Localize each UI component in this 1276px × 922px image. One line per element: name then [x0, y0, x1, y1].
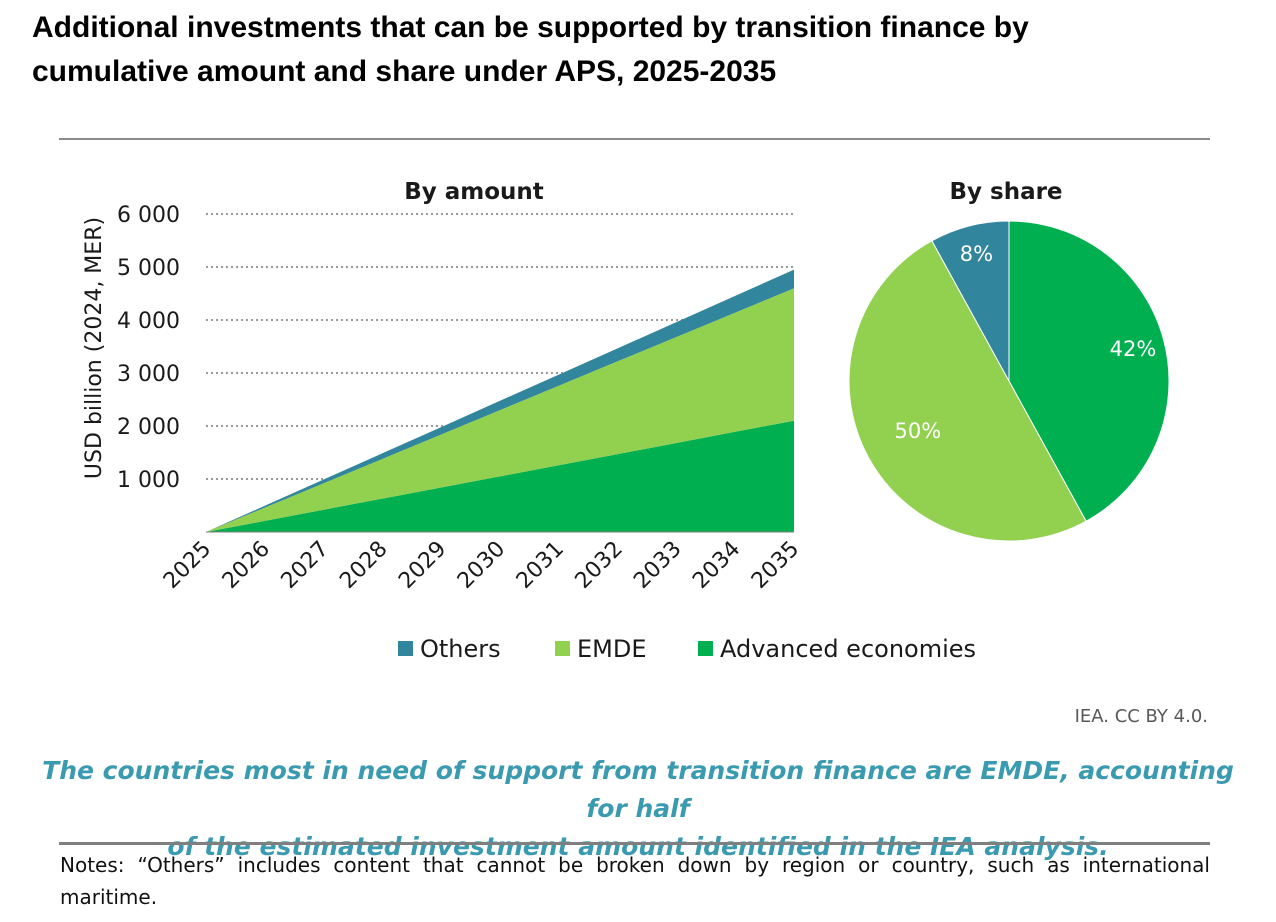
pie-slice-advanced-economies	[1008, 220, 1170, 522]
legend-label-emde: EMDE	[577, 635, 647, 663]
x-tick-label: 2026	[218, 537, 275, 594]
pie-chart-panel: By share 42% 50% 8%	[848, 179, 1170, 542]
chart-title-line-1: Additional investments that can be suppo…	[32, 11, 1029, 44]
x-tick-label: 2027	[277, 537, 334, 594]
y-axis-label: USD billion (2024, MER)	[82, 217, 107, 479]
x-axis-ticks: 2025 2026 2027 2028 2029 2030 2031 2032 2033 2034…	[159, 531, 804, 594]
pie-slice-others	[931, 220, 1010, 382]
notes: Notes: “Others” includes content that ca…	[60, 853, 1210, 909]
pie-label-others: 8%	[960, 242, 993, 266]
area-series	[206, 269, 794, 532]
area-others	[206, 269, 794, 532]
y-tick-label: 3 000	[117, 362, 180, 387]
bottom-divider	[59, 842, 1210, 845]
pie-slices	[848, 220, 1170, 542]
x-tick-label: 2034	[688, 537, 745, 594]
area-chart-panel: By amount 1 000 2 000 3 000 4 000 5 000 6 000…	[82, 179, 804, 594]
legend-swatch-advanced-economies	[698, 641, 713, 656]
pie-chart-title: By share	[949, 179, 1062, 205]
x-tick-label: 2025	[159, 537, 216, 594]
chart-title: Additional investments that can be suppo…	[32, 6, 1232, 94]
pie-labels: 42% 50% 8%	[895, 242, 1157, 443]
legend: Others EMDE Advanced economies	[398, 635, 976, 663]
y-axis-ticks: 1 000 2 000 3 000 4 000 5 000 6 000	[117, 203, 180, 493]
x-tick-label: 2031	[512, 537, 569, 594]
legend-label-others: Others	[420, 635, 501, 663]
caption-line-1: The countries most in need of support fr…	[42, 756, 1234, 823]
area-chart-title: By amount	[404, 179, 544, 205]
legend-label-advanced-economies: Advanced economies	[720, 635, 976, 663]
chart-figure: By amount 1 000 2 000 3 000 4 000 5 000 6 000…	[82, 179, 1170, 663]
caption: The countries most in need of support fr…	[40, 752, 1236, 866]
source-credit: IEA. CC BY 4.0.	[1074, 706, 1208, 727]
y-tick-label: 4 000	[117, 309, 180, 334]
x-tick-label: 2033	[629, 537, 686, 594]
y-tick-label: 1 000	[117, 468, 180, 493]
x-tick-label: 2035	[747, 537, 804, 594]
x-tick-label: 2028	[335, 537, 392, 594]
caption-line-2: of the estimated investment amount ident…	[167, 832, 1109, 861]
x-tick-label: 2029	[394, 537, 451, 594]
chart-title-line-2: cumulative amount and share under APS, 2…	[32, 55, 777, 88]
legend-swatch-emde	[555, 641, 570, 656]
y-tick-label: 2 000	[117, 415, 180, 440]
x-tick-label: 2032	[571, 537, 628, 594]
pie-slice-emde	[848, 240, 1087, 542]
y-tick-label: 6 000	[117, 203, 180, 228]
area-advanced-economies	[206, 420, 794, 532]
x-tick-label: 2030	[453, 537, 510, 594]
pie-label-advanced-economies: 42%	[1110, 337, 1157, 361]
legend-swatch-others	[398, 641, 413, 656]
pie-label-emde: 50%	[895, 419, 942, 443]
y-tick-label: 5 000	[117, 256, 180, 281]
top-divider	[59, 138, 1210, 140]
